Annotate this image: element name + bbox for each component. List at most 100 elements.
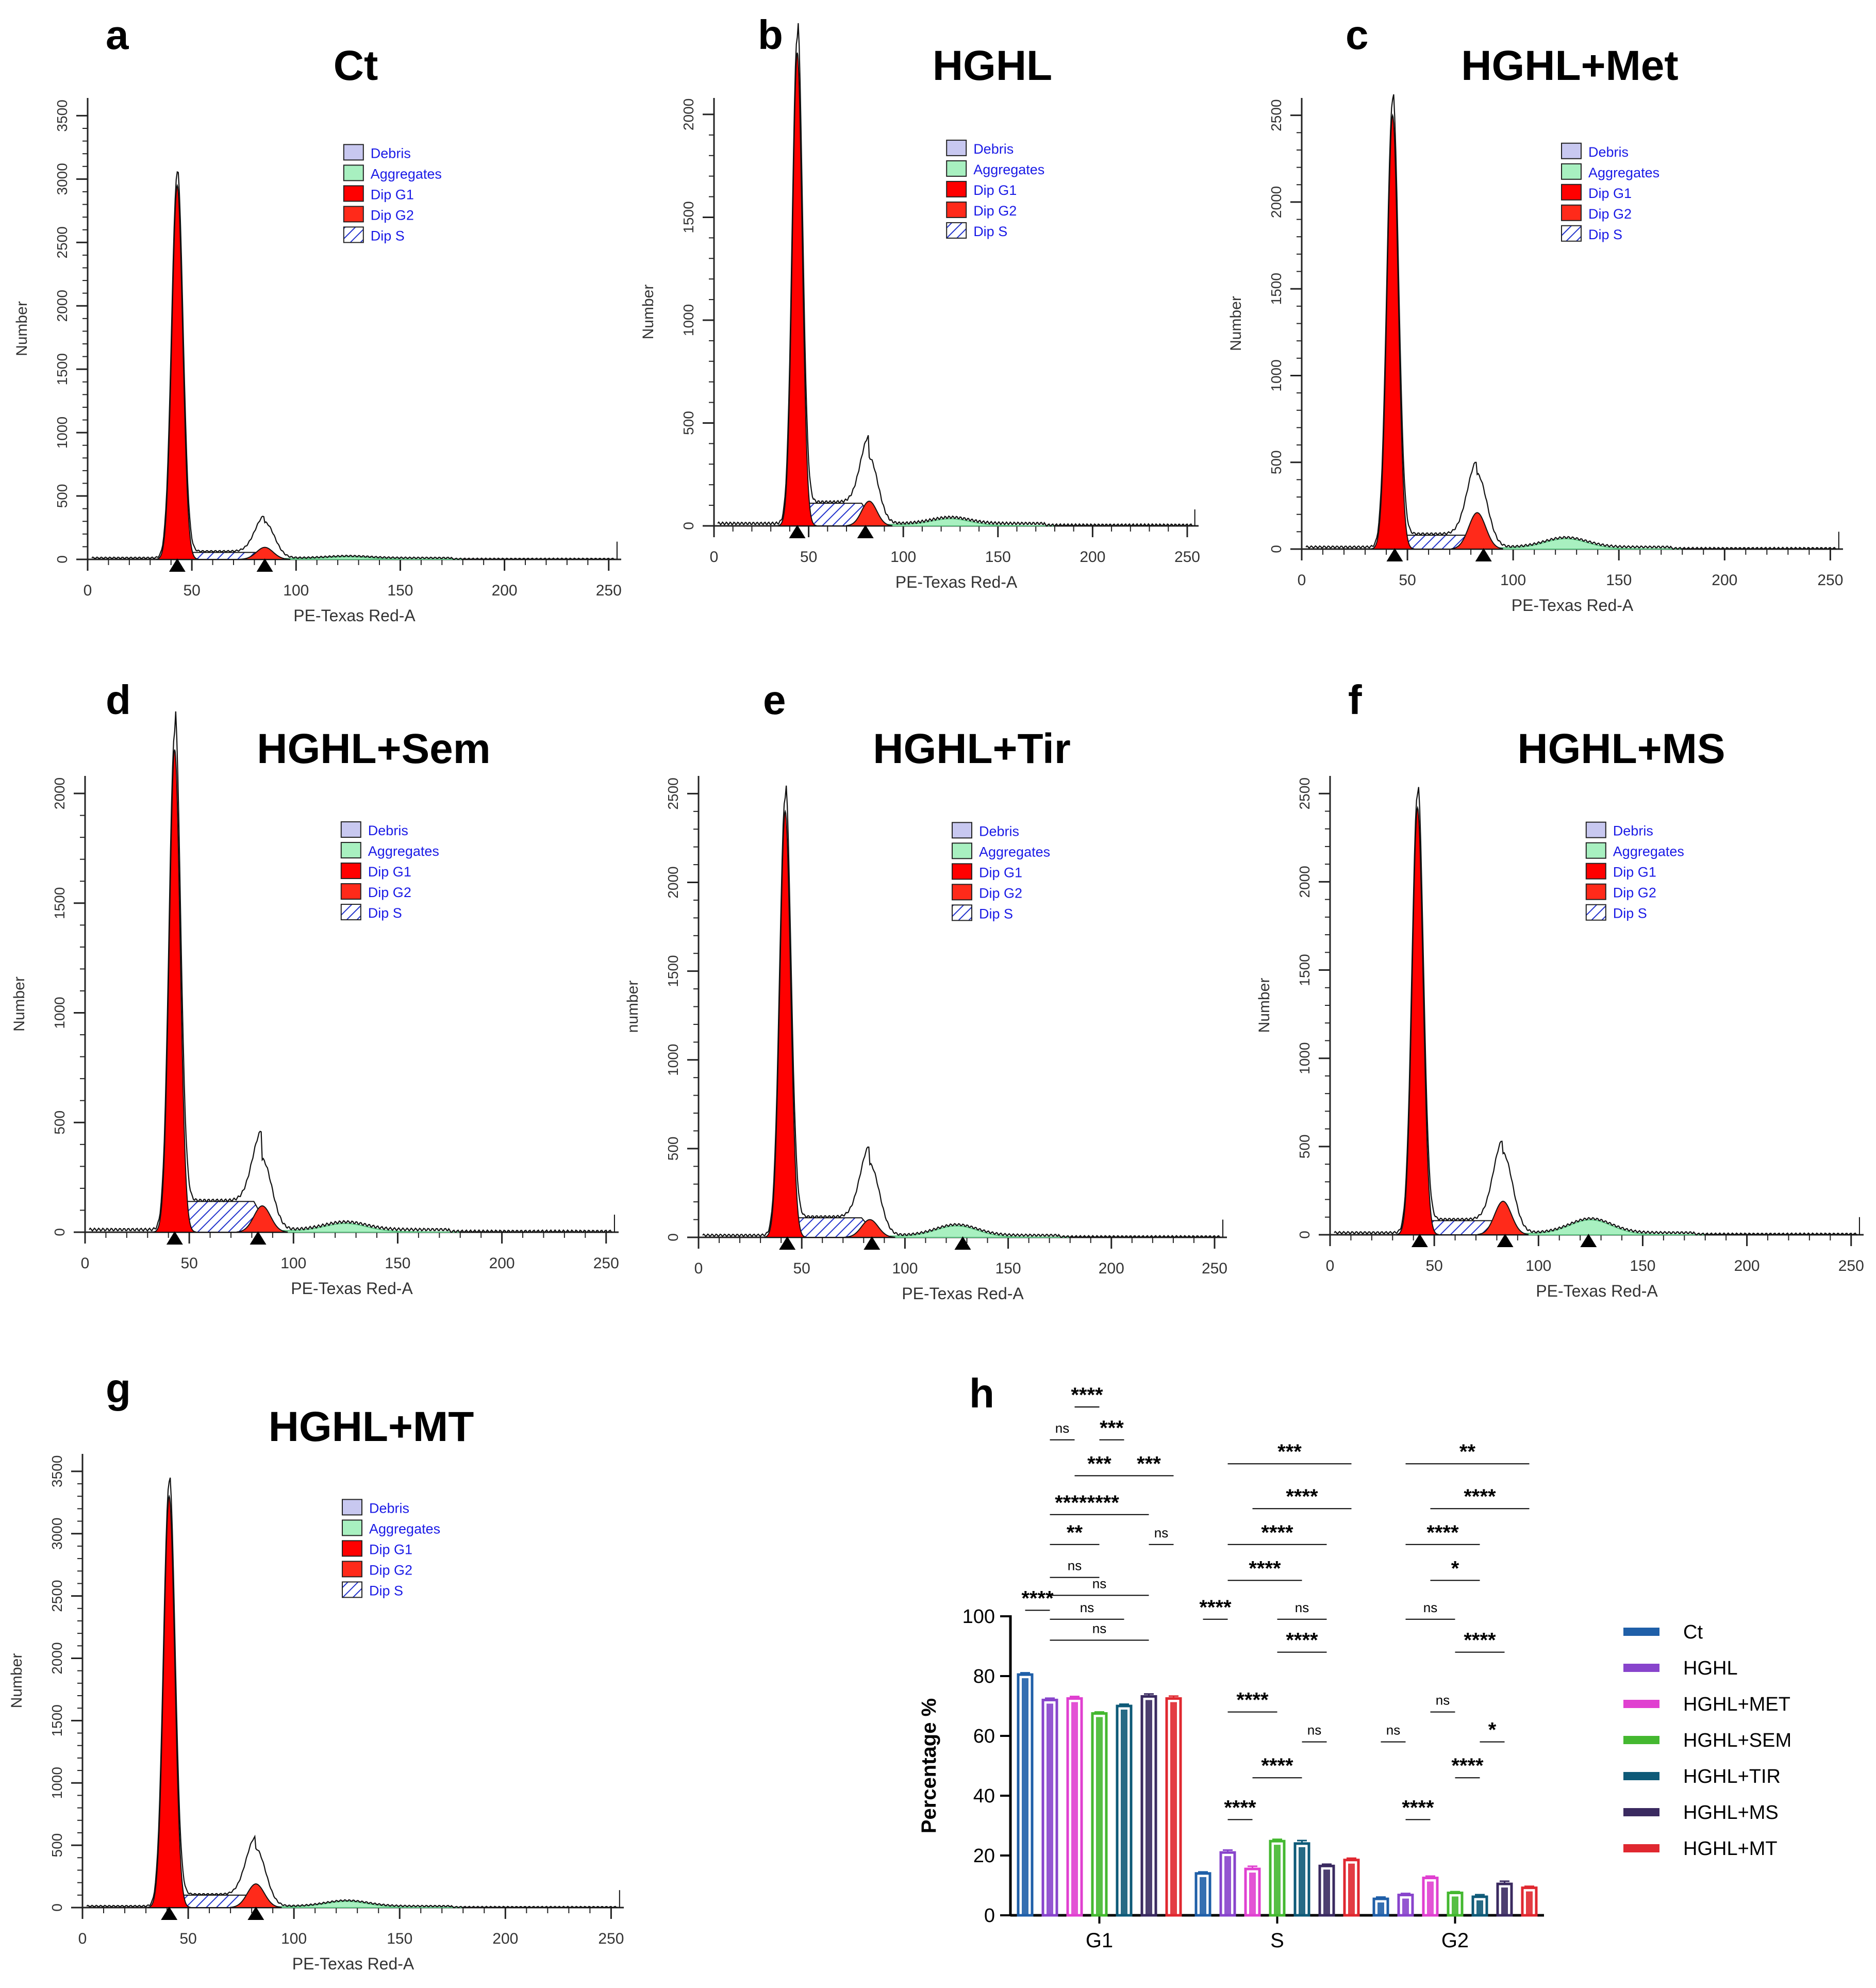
- panel-letter: f: [1348, 677, 1362, 723]
- panel-letter: g: [106, 1365, 131, 1411]
- significance-label: ****: [1464, 1629, 1496, 1652]
- bar-fill: [1096, 1717, 1103, 1915]
- y-tick-label: 1500: [49, 1704, 65, 1736]
- y-tick-label: 2500: [54, 226, 70, 258]
- legend-aggregates-swatch: [952, 842, 972, 859]
- peak-marker-triangle: [250, 1231, 267, 1245]
- legend-label: HGHL+TIR: [1683, 1766, 1781, 1787]
- x-tick-label: 200: [492, 1930, 518, 1947]
- legend-label: HGHL+MET: [1683, 1694, 1790, 1715]
- significance-label: ****: [1286, 1629, 1318, 1652]
- legend-debris-swatch: [946, 139, 967, 156]
- significance-label: *: [1451, 1557, 1459, 1580]
- legend-swatch: [1623, 1628, 1659, 1636]
- x-tick-label: 100: [890, 549, 916, 566]
- y-tick-label: 2500: [665, 777, 681, 809]
- y-tick-label: 0: [49, 1903, 65, 1912]
- bar-fill: [1377, 1902, 1384, 1915]
- dip-g2-area: [230, 1883, 282, 1908]
- y-tick-label: 2000: [680, 98, 696, 130]
- y-tick-label: 1000: [665, 1044, 681, 1076]
- y-axis-label: Number: [1256, 978, 1273, 1033]
- x-tick-label: 250: [1202, 1260, 1227, 1277]
- legend-label: Debris: [973, 141, 1014, 157]
- x-tick-label: 50: [1425, 1257, 1442, 1274]
- x-tick-label: 100: [283, 582, 309, 599]
- x-tick-label: 200: [1099, 1260, 1124, 1277]
- legend-s-swatch: [1561, 225, 1582, 242]
- legend-s-swatch: [340, 904, 361, 921]
- bar-fill: [1476, 1900, 1483, 1915]
- dip-g2-area: [237, 1205, 288, 1233]
- y-tick-label: 1500: [680, 201, 696, 233]
- x-tick-label: 150: [385, 1255, 410, 1272]
- significance-label: ns: [1055, 1420, 1069, 1436]
- significance-label: ****: [1021, 1587, 1054, 1610]
- panel-title: Ct: [334, 42, 378, 89]
- significance-label: ****: [1426, 1521, 1459, 1544]
- legend-label: Debris: [369, 1500, 409, 1516]
- y-tick-label: 20: [973, 1845, 995, 1867]
- panel-title: HGHL+MS: [1517, 725, 1725, 772]
- aggregates-area: [887, 518, 1055, 526]
- peak-marker-triangle: [166, 1231, 183, 1245]
- legend-label: Dip G2: [371, 207, 414, 223]
- dip-g1-area: [153, 749, 196, 1233]
- y-tick-label: 2000: [49, 1642, 65, 1674]
- total-histogram-outline: [1334, 787, 1858, 1236]
- legend-label: Debris: [1613, 823, 1653, 839]
- y-tick-label: 1000: [680, 304, 696, 336]
- x-tick-label: 50: [180, 1255, 197, 1272]
- legend-g1-swatch: [342, 1540, 362, 1557]
- y-tick-label: 500: [54, 484, 70, 508]
- bar-fill: [1274, 1845, 1281, 1915]
- x-axis-label: PE-Texas Red-A: [895, 573, 1018, 591]
- y-tick-label: 2000: [52, 777, 68, 809]
- dip-g1-area: [764, 809, 807, 1238]
- dip-g1-area: [156, 184, 199, 560]
- legend-debris-swatch: [340, 821, 361, 838]
- y-tick-label: 40: [973, 1785, 995, 1807]
- dip-g1-area: [777, 52, 817, 526]
- legend-debris-swatch: [952, 822, 972, 839]
- bar-fill: [1249, 1873, 1256, 1915]
- legend-s-swatch: [946, 222, 967, 239]
- y-tick-label: 500: [1268, 450, 1284, 474]
- y-tick-label: 2000: [1297, 866, 1313, 898]
- x-tick-label: 150: [995, 1260, 1021, 1277]
- x-tick-label: 150: [387, 1930, 412, 1947]
- bar-fill: [1427, 1881, 1434, 1915]
- x-tick-label: 50: [1399, 572, 1416, 589]
- x-tick-label: 200: [1712, 572, 1737, 589]
- legend-debris-swatch: [343, 144, 364, 161]
- x-tick-label: 100: [1500, 572, 1526, 589]
- significance-label: ***: [1100, 1417, 1124, 1439]
- panel-letter: c: [1346, 12, 1369, 58]
- y-axis-label: Number: [8, 1653, 25, 1709]
- y-axis-label: Number: [11, 976, 28, 1032]
- y-axis-label: Number: [640, 285, 657, 340]
- bar-fill: [1526, 1891, 1533, 1915]
- panel-letter: d: [106, 677, 131, 723]
- legend-label: Aggregates: [371, 166, 442, 181]
- y-tick-label: 1000: [1297, 1042, 1313, 1074]
- histogram-panel-e: e HGHL+Tir 0 500 1000 1500 2000 2500 0 50 100 150 20…: [624, 677, 1227, 1303]
- y-tick-label: 0: [1297, 1231, 1313, 1239]
- peak-marker-triangle: [954, 1236, 971, 1250]
- legend-aggregates-swatch: [1561, 163, 1582, 180]
- peak-marker-triangle: [1386, 548, 1403, 561]
- legend-label: Debris: [1588, 144, 1629, 160]
- legend-label: Dip G1: [369, 1542, 412, 1557]
- bar-fill: [1501, 1887, 1508, 1915]
- legend-s-swatch: [342, 1581, 362, 1598]
- legend-swatch: [1623, 1844, 1659, 1852]
- x-tick-label: 250: [1838, 1257, 1864, 1274]
- aggregates-area: [276, 1901, 464, 1908]
- y-tick-label: 0: [54, 555, 70, 564]
- significance-label: ***: [1277, 1440, 1302, 1463]
- x-tick-label: 150: [387, 582, 413, 599]
- significance-label: ns: [1423, 1600, 1437, 1615]
- legend-label: Aggregates: [1613, 844, 1684, 859]
- legend-label: Dip G2: [1613, 885, 1656, 901]
- bar-fill: [1348, 1863, 1355, 1915]
